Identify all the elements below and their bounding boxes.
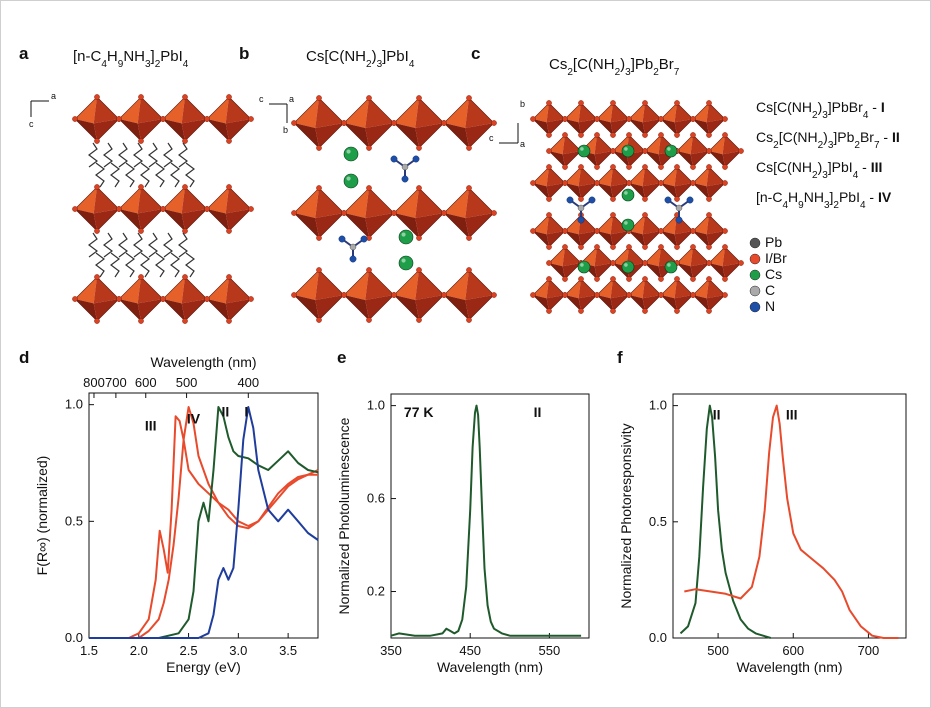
y-tick-label: 1.0 [65, 397, 83, 412]
atom-swatch-I/Br [749, 253, 761, 265]
curve-annotation: I [244, 403, 248, 419]
axis-triad-c: b c a [489, 99, 525, 149]
atom-swatch-Cs [749, 269, 761, 281]
legend-compound-3: Cs[C(NH2)3]PbI4 - III [756, 159, 882, 181]
curve-annotation: II [713, 407, 721, 423]
svg-text:c: c [489, 133, 494, 143]
x-tick-label: 3.0 [229, 643, 247, 658]
compound-legend: Cs[C(NH2)3]PbBr4 - I Cs2[C(NH2)3]Pb2Br7 -… [749, 99, 900, 314]
atom-label: N [765, 298, 775, 314]
panel-label-f: f [617, 348, 623, 367]
series-line-2 [89, 406, 318, 639]
curve-annotation: II [534, 404, 542, 420]
svg-text:b: b [520, 99, 525, 109]
curve-annotation: II [222, 403, 230, 419]
plot-frame [390, 393, 590, 639]
y-tick-label: 1.0 [649, 398, 667, 413]
panel-label-c: c [471, 44, 480, 63]
y-axis-label: Normalized Photoresponsivity [618, 423, 634, 608]
atom-label: Cs [765, 266, 782, 282]
svg-text:c: c [29, 119, 34, 129]
svg-text:b: b [283, 125, 288, 135]
x-tick-label: 2.5 [180, 643, 198, 658]
y-axis-label: Normalized Photoluminescence [336, 417, 352, 614]
structure-title-c: Cs2[C(NH2)3]Pb2Br7 [549, 56, 680, 78]
x-tick-label: 600 [782, 643, 804, 658]
atom-swatch-C [749, 285, 761, 297]
atom-label: Pb [765, 234, 782, 250]
series-line-1 [679, 404, 771, 639]
panel-label-d: d [19, 348, 29, 367]
curve-annotation: 77 K [404, 404, 434, 420]
plot-frame [88, 392, 319, 639]
x-tick-label: 700 [858, 643, 880, 658]
curve-annotation: IV [187, 410, 201, 426]
x-axis-label: Wavelength (nm) [736, 659, 842, 675]
series-line-2 [684, 404, 899, 639]
top-tick-label: 800 [83, 375, 105, 390]
atom-swatch-N [749, 301, 761, 313]
y-tick-label: 0.5 [65, 513, 83, 528]
x-tick-label: 350 [380, 643, 402, 658]
series-line-1 [89, 415, 319, 639]
series-line-4 [89, 406, 319, 639]
structure-title-a: [n-C4H9NH3]2PbI4 [73, 48, 189, 70]
y-axis-label: F(R∞) (normalized) [34, 456, 50, 576]
curve-annotation: III [145, 417, 157, 433]
series-line-3 [89, 406, 319, 639]
atom-label: C [765, 282, 775, 298]
structure-c-image [530, 100, 744, 314]
top-tick-label: 600 [135, 375, 157, 390]
legend-compound-4: [n-C4H9NH3]2PbI4 - IV [756, 189, 892, 211]
top-tick-label: 500 [176, 375, 198, 390]
legend-compound-2: Cs2[C(NH2)3]Pb2Br7 - II [756, 129, 900, 151]
x-tick-label: 3.5 [279, 643, 297, 658]
chart-f: 500 600 700 0.0 0.5 1.0 Wavelength (nm) Normali… [618, 393, 907, 675]
x-tick-label: 500 [707, 643, 729, 658]
y-tick-label: 1.0 [367, 398, 385, 413]
curve-annotation: III [786, 407, 798, 423]
axis-triad-a: a c [29, 91, 56, 129]
axis-triad-b: c a b [259, 94, 294, 135]
y-tick-label: 0.5 [649, 514, 667, 529]
x-axis-label: Wavelength (nm) [437, 659, 543, 675]
panel-label-b: b [239, 44, 249, 63]
x-axis-label: Energy (eV) [166, 659, 241, 675]
structure-title-b: Cs[C(NH2)3]PbI4 [306, 48, 415, 70]
structure-a-image [72, 94, 254, 324]
svg-text:a: a [289, 94, 294, 104]
svg-text:a: a [520, 139, 525, 149]
atom-label: I/Br [765, 250, 787, 266]
series-line-1 [390, 404, 582, 637]
x-tick-label: 550 [539, 643, 561, 658]
x-tick-label: 1.5 [80, 643, 98, 658]
panel-label-a: a [19, 44, 29, 63]
y-tick-label: 0.0 [649, 630, 667, 645]
chart-e: 350 450 550 0.2 0.6 1.0 Wavelength (nm) Normali… [336, 393, 590, 675]
top-axis-label: Wavelength (nm) [150, 354, 256, 370]
y-tick-label: 0.6 [367, 491, 385, 506]
atom-swatch-Pb [749, 237, 761, 249]
x-tick-label: 2.0 [130, 643, 148, 658]
plot-frame [672, 393, 907, 639]
x-tick-label: 450 [459, 643, 481, 658]
panel-label-e: e [337, 348, 346, 367]
top-tick-label: 700 [105, 375, 127, 390]
y-tick-label: 0.0 [65, 630, 83, 645]
top-tick-label: 400 [237, 375, 259, 390]
svg-text:a: a [51, 91, 56, 101]
legend-compound-1: Cs[C(NH2)3]PbBr4 - I [756, 99, 885, 121]
svg-text:c: c [259, 94, 264, 104]
structure-b-image [291, 95, 497, 323]
y-tick-label: 0.2 [367, 584, 385, 599]
